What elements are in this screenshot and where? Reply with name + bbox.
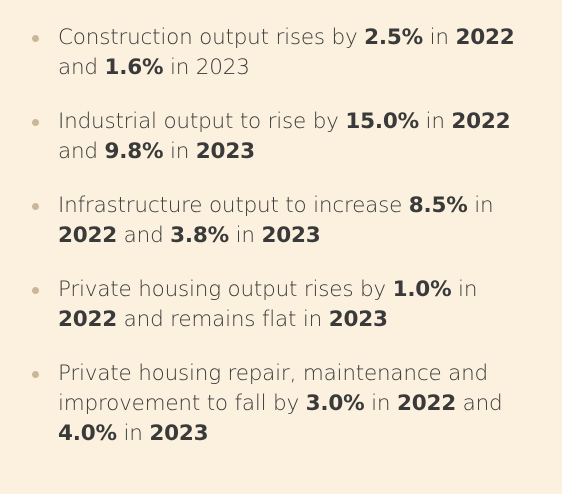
- text-segment: Industrial output to rise by: [58, 109, 346, 134]
- text-segment: Private housing output rises by: [58, 277, 393, 302]
- text-segment: in 2023: [163, 55, 250, 80]
- text-segment-bold: 2022: [455, 25, 515, 50]
- text-segment-bold: 2023: [261, 223, 321, 248]
- bullet-text: Infrastructure output to increase 8.5% i…: [58, 193, 494, 248]
- text-segment: Private housing repair, maintenance and …: [58, 361, 488, 416]
- text-segment: and: [58, 55, 105, 80]
- text-segment-bold: 2022: [451, 109, 511, 134]
- text-segment-bold: 9.8%: [104, 139, 164, 164]
- text-segment: in: [423, 25, 456, 50]
- text-segment-bold: 15.0%: [345, 109, 419, 134]
- text-segment: and remains flat in: [117, 307, 329, 332]
- bullet-dot-icon: [32, 287, 39, 294]
- text-segment: and: [117, 223, 171, 248]
- bullet-dot-icon: [32, 203, 39, 210]
- text-segment: in: [451, 277, 478, 302]
- text-segment-bold: 2022: [396, 391, 457, 416]
- bullet-dot-icon: [32, 119, 39, 126]
- bullet-text: Industrial output to rise by 15.0% in 20…: [58, 109, 511, 164]
- text-segment: in: [229, 223, 262, 248]
- text-segment: Construction output rises by: [58, 25, 365, 50]
- text-segment-bold: 8.5%: [408, 193, 468, 218]
- text-segment: in: [364, 391, 397, 416]
- bullet-text: Private housing output rises by 1.0% in …: [58, 277, 477, 332]
- text-segment: and: [58, 139, 105, 164]
- bullet-item-infrastructure: Infrastructure output to increase 8.5% i…: [30, 191, 542, 251]
- bullet-dot-icon: [32, 35, 39, 42]
- text-segment-bold: 1.6%: [104, 55, 164, 80]
- text-segment-bold: 4.0%: [58, 421, 117, 446]
- text-segment-bold: 2023: [195, 139, 255, 164]
- bullet-dot-icon: [32, 371, 39, 378]
- text-segment-bold: 3.0%: [305, 391, 365, 416]
- bullet-text: Private housing repair, maintenance and …: [58, 361, 503, 446]
- text-segment: in: [467, 193, 494, 218]
- bullet-item-private-housing: Private housing output rises by 1.0% in …: [30, 275, 542, 335]
- text-segment-bold: 2.5%: [364, 25, 424, 50]
- text-segment: in: [418, 109, 452, 134]
- text-segment: Infrastructure output to increase: [58, 193, 409, 218]
- text-segment: in: [116, 421, 150, 446]
- key-points-list: Construction output rises by 2.5% in 202…: [30, 23, 542, 449]
- bullet-text: Construction output rises by 2.5% in 202…: [58, 25, 515, 80]
- text-segment-bold: 2022: [58, 307, 118, 332]
- bullet-item-construction: Construction output rises by 2.5% in 202…: [30, 23, 542, 83]
- text-segment-bold: 3.8%: [170, 223, 230, 248]
- text-segment: in: [163, 139, 196, 164]
- text-segment: and: [456, 391, 503, 416]
- bullet-item-industrial: Industrial output to rise by 15.0% in 20…: [30, 107, 542, 167]
- text-segment-bold: 2023: [149, 421, 209, 446]
- text-segment-bold: 2023: [328, 307, 388, 332]
- text-segment-bold: 1.0%: [392, 277, 452, 302]
- text-segment-bold: 2022: [58, 223, 118, 248]
- bullet-item-private-housing-rmi: Private housing repair, maintenance and …: [30, 359, 542, 449]
